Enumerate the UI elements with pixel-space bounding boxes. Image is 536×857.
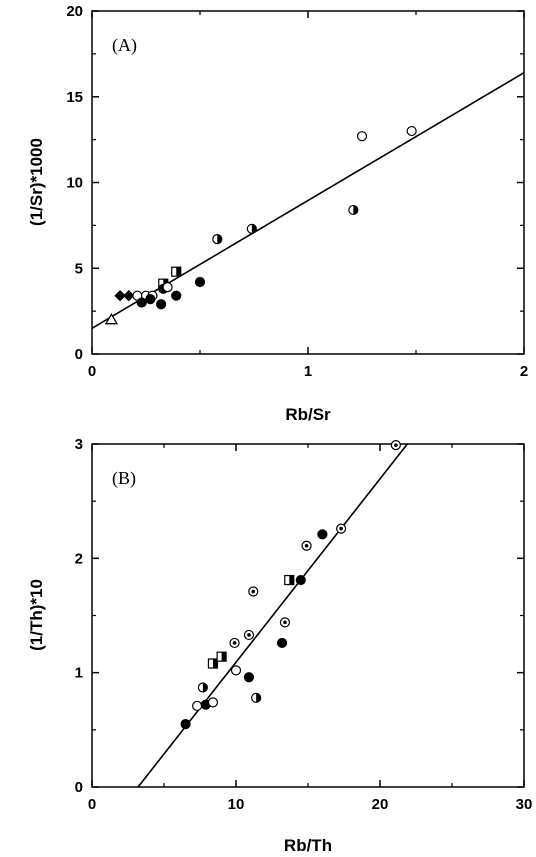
data-point — [197, 682, 208, 693]
x-tick-label-a: 1 — [304, 363, 312, 380]
panel-label-a: (A) — [112, 35, 137, 56]
plot-frame-b — [91, 443, 525, 788]
data-point — [104, 312, 119, 325]
y-tick-label-b: 1 — [75, 665, 83, 682]
data-point — [406, 125, 417, 137]
data-point — [194, 276, 206, 288]
data-point — [230, 665, 242, 676]
x-tick-label-b: 0 — [88, 796, 96, 813]
data-point — [123, 289, 135, 302]
y-tick-label-a: 0 — [75, 346, 83, 363]
data-point — [295, 574, 306, 586]
data-point — [243, 629, 255, 641]
regression-line — [91, 72, 525, 329]
data-point — [192, 700, 203, 711]
data-point — [171, 290, 182, 301]
data-point — [212, 233, 223, 245]
x-tick-label-b: 20 — [372, 796, 389, 813]
x-tick-label-b: 30 — [516, 796, 533, 813]
y-tick-label-a: 5 — [75, 260, 83, 277]
data-point — [180, 719, 191, 730]
data-point — [284, 574, 295, 586]
data-point — [145, 294, 156, 305]
y-axis-label-a: (1/Sr)*1000 — [27, 138, 46, 226]
y-tick-label-b: 3 — [75, 436, 83, 453]
fit-line-b — [137, 443, 408, 788]
y-tick-label-b: 2 — [75, 550, 83, 567]
data-point — [162, 282, 173, 293]
points-a — [104, 125, 417, 325]
y-tick-label-b: 0 — [75, 779, 83, 796]
ticks-b: 0 10 20 30 0 1 2 3 — [75, 436, 533, 813]
x-tick-label-b: 10 — [228, 796, 245, 813]
x-tick-label-a: 2 — [520, 363, 528, 380]
data-point — [156, 299, 167, 310]
y-tick-label-a: 20 — [66, 3, 83, 20]
data-point — [279, 617, 291, 628]
x-tick-label-a: 0 — [88, 363, 96, 380]
data-point — [114, 289, 126, 302]
points-b — [180, 440, 401, 730]
y-tick-label-a: 15 — [66, 89, 83, 106]
data-point — [216, 651, 227, 662]
data-point — [136, 297, 147, 308]
data-point — [336, 523, 347, 534]
data-point — [229, 637, 240, 649]
data-point — [207, 697, 219, 708]
data-point — [301, 540, 312, 551]
data-point — [171, 266, 182, 277]
y-tick-label-a: 10 — [66, 175, 83, 192]
fit-line-a — [91, 72, 525, 329]
data-point — [390, 440, 401, 451]
x-axis-label-b: Rb/Th — [284, 836, 332, 855]
data-point — [348, 204, 359, 216]
panel-label-b: (B) — [112, 468, 136, 489]
data-point — [251, 692, 262, 703]
panel-b: (B) Rb/Th (1/Th)*10 0 10 20 30 0 1 2 3 — [27, 436, 532, 855]
y-axis-label-b: (1/Th)*10 — [27, 579, 46, 651]
data-point — [248, 586, 259, 597]
data-point — [207, 658, 219, 669]
data-point — [356, 131, 368, 142]
x-axis-label-a: Rb/Sr — [285, 405, 331, 424]
data-point — [317, 529, 328, 540]
data-point — [276, 637, 288, 649]
regression-line — [137, 443, 408, 788]
data-point — [243, 672, 255, 683]
data-point — [246, 223, 257, 234]
